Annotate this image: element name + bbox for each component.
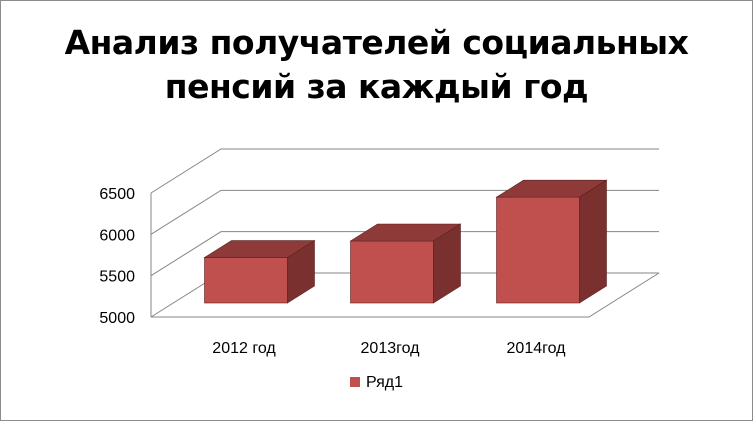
bar-side: [579, 179, 607, 304]
y-tick-label: 5500: [99, 269, 135, 286]
y-tick-label: 6500: [99, 186, 135, 203]
bar-front: [496, 196, 580, 304]
gridline: [150, 148, 659, 194]
bar-side: [287, 239, 315, 304]
legend-swatch: [350, 377, 360, 387]
x-tick-label: 2014год: [507, 340, 567, 357]
x-tick-label: 2012 год: [212, 340, 276, 357]
bar-front: [204, 257, 288, 304]
bar-side: [433, 223, 461, 304]
floor-edge: [151, 272, 660, 318]
bar-front: [350, 240, 434, 304]
chart-title: Анализ получателей социальных пенсий за …: [64, 23, 689, 106]
y-tick-label: 5000: [99, 310, 135, 327]
x-tick-label: 2013год: [361, 340, 421, 357]
y-tick-label: 6000: [99, 227, 135, 244]
legend-label: Ряд1: [366, 374, 403, 391]
